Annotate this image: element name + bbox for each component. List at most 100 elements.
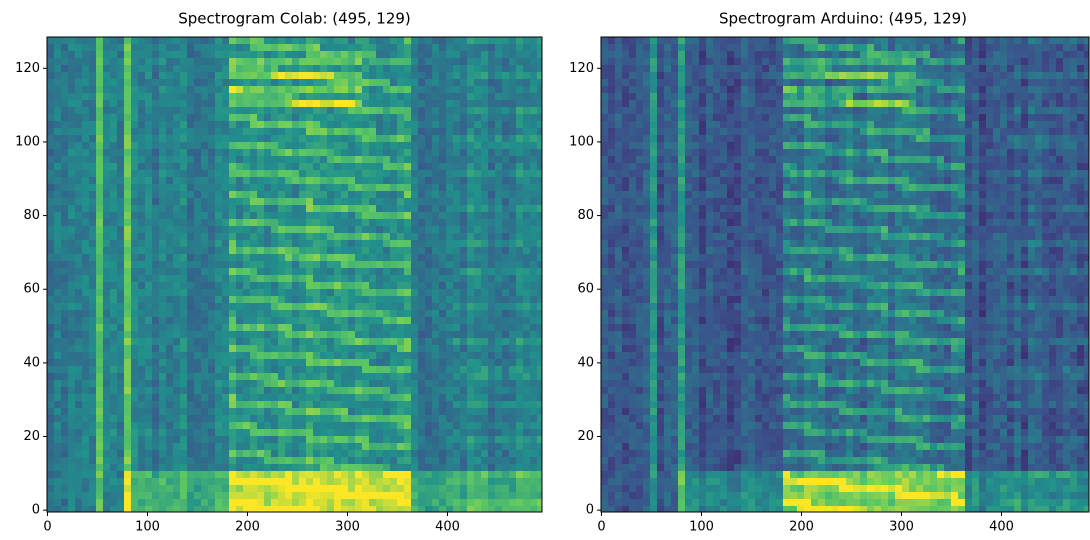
spectrogram-pixel — [488, 163, 496, 171]
spectrogram-pixel — [320, 457, 328, 465]
spectrogram-pixel — [530, 128, 538, 136]
spectrogram-pixel — [488, 310, 496, 318]
spectrogram-pixel — [75, 457, 83, 465]
spectrogram-pixel — [488, 247, 496, 255]
spectrogram-pixel — [334, 352, 342, 360]
spectrogram-pixel — [502, 261, 510, 269]
spectrogram-pixel — [362, 261, 370, 269]
spectrogram-pixel — [327, 464, 335, 472]
spectrogram-pixel — [271, 107, 279, 115]
spectrogram-pixel — [110, 492, 118, 500]
spectrogram-pixel — [110, 212, 118, 220]
spectrogram-pixel — [348, 289, 356, 297]
spectrogram-pixel — [537, 401, 545, 409]
spectrogram-pixel — [432, 492, 440, 500]
spectrogram-pixel — [96, 415, 104, 423]
spectrogram-pixel — [439, 184, 447, 192]
spectrogram-pixel — [537, 359, 545, 367]
spectrogram-pixel — [523, 366, 531, 374]
spectrogram-pixel — [320, 338, 328, 346]
spectrogram-pixel — [201, 212, 209, 220]
spectrogram-pixel — [446, 485, 454, 493]
spectrogram-pixel — [537, 226, 545, 234]
spectrogram-pixel — [467, 44, 475, 52]
spectrogram-pixel — [348, 415, 356, 423]
spectrogram-pixel — [152, 58, 160, 66]
spectrogram-pixel — [208, 219, 216, 227]
spectrogram-pixel — [502, 177, 510, 185]
spectrogram-pixel — [299, 387, 307, 395]
spectrogram-pixel — [173, 79, 181, 87]
spectrogram-pixel — [292, 310, 300, 318]
spectrogram-pixel — [390, 303, 398, 311]
spectrogram-pixel — [89, 443, 97, 451]
spectrogram-pixel — [348, 303, 356, 311]
spectrogram-pixel — [313, 345, 321, 353]
spectrogram-pixel — [285, 44, 293, 52]
spectrogram-pixel — [502, 457, 510, 465]
spectrogram-pixel — [383, 177, 391, 185]
spectrogram-pixel — [208, 261, 216, 269]
spectrogram-pixel — [124, 72, 132, 80]
spectrogram-pixel — [180, 177, 188, 185]
spectrogram-pixel — [425, 499, 433, 507]
spectrogram-pixel — [362, 107, 370, 115]
spectrogram-pixel — [523, 254, 531, 262]
spectrogram-pixel — [82, 394, 90, 402]
spectrogram-pixel — [180, 457, 188, 465]
spectrogram-pixel — [222, 296, 230, 304]
spectrogram-pixel — [47, 163, 55, 171]
spectrogram-pixel — [537, 289, 545, 297]
spectrogram-pixel — [530, 198, 538, 206]
spectrogram-pixel — [355, 324, 363, 332]
spectrogram-pixel — [432, 128, 440, 136]
spectrogram-pixel — [75, 198, 83, 206]
spectrogram-pixel — [495, 422, 503, 430]
spectrogram-pixel — [222, 478, 230, 486]
spectrogram-pixel — [96, 359, 104, 367]
spectrogram-pixel — [397, 359, 405, 367]
spectrogram-pixel — [348, 135, 356, 143]
spectrogram-pixel — [411, 331, 419, 339]
spectrogram-pixel — [404, 464, 412, 472]
spectrogram-pixel — [601, 51, 609, 59]
spectrogram-pixel — [509, 471, 517, 479]
spectrogram-pixel — [68, 471, 76, 479]
spectrogram-pixel — [425, 100, 433, 108]
spectrogram-pixel — [320, 205, 328, 213]
spectrogram-pixel — [362, 128, 370, 136]
spectrogram-pixel — [208, 429, 216, 437]
spectrogram-pixel — [152, 373, 160, 381]
spectrogram-pixel — [271, 310, 279, 318]
spectrogram-pixel — [201, 142, 209, 150]
spectrogram-pixel — [530, 72, 538, 80]
spectrogram-pixel — [292, 240, 300, 248]
spectrogram-pixel — [488, 93, 496, 101]
spectrogram-pixel — [61, 492, 69, 500]
spectrogram-pixel — [278, 408, 286, 416]
spectrogram-pixel — [166, 233, 174, 241]
spectrogram-pixel — [103, 212, 111, 220]
spectrogram-pixel — [481, 191, 489, 199]
spectrogram-pixel — [145, 58, 153, 66]
spectrogram-pixel — [523, 331, 531, 339]
spectrogram-pixel — [488, 345, 496, 353]
spectrogram-pixel — [187, 401, 195, 409]
spectrogram-pixel — [460, 478, 468, 486]
spectrogram-pixel — [47, 387, 55, 395]
spectrogram-pixel — [117, 65, 125, 73]
spectrogram-pixel — [488, 436, 496, 444]
spectrogram-pixel — [362, 226, 370, 234]
spectrogram-pixel — [89, 359, 97, 367]
spectrogram-pixel — [474, 86, 482, 94]
spectrogram-pixel — [194, 275, 202, 283]
spectrogram-pixel — [453, 170, 461, 178]
spectrogram-pixel — [229, 289, 237, 297]
spectrogram-pixel — [425, 233, 433, 241]
spectrogram-pixel — [201, 499, 209, 507]
spectrogram-pixel — [180, 317, 188, 325]
spectrogram-pixel — [47, 289, 55, 297]
spectrogram-pixel — [285, 338, 293, 346]
spectrogram-pixel — [243, 114, 251, 122]
spectrogram-pixel — [152, 436, 160, 444]
